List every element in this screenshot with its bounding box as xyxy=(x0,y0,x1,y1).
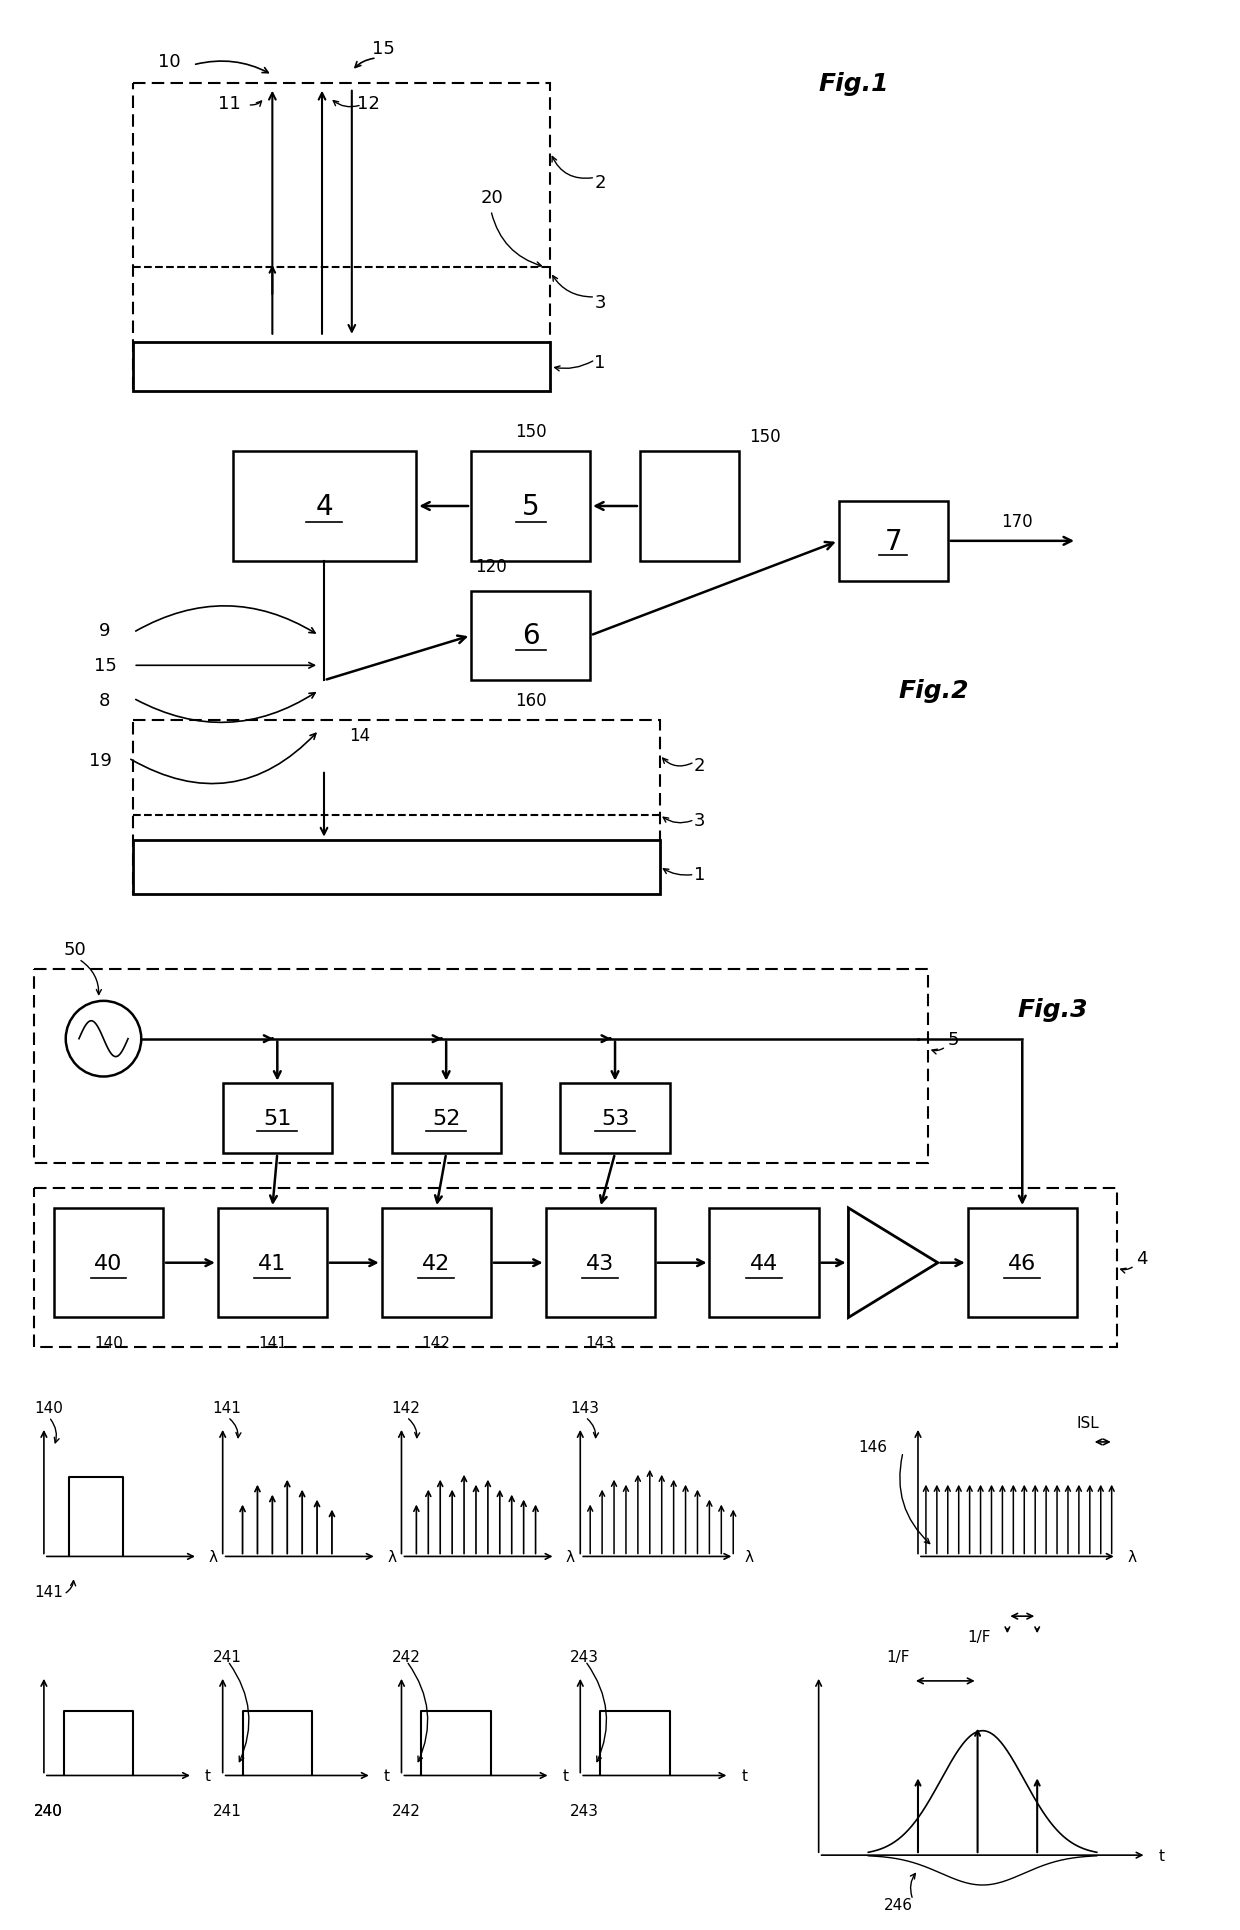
Text: 11: 11 xyxy=(218,95,241,112)
Text: λ: λ xyxy=(565,1550,575,1563)
Bar xyxy=(546,1208,655,1318)
Text: 140: 140 xyxy=(33,1399,63,1415)
Text: 14: 14 xyxy=(348,726,370,745)
Text: 150: 150 xyxy=(515,423,547,442)
Text: Fig.1: Fig.1 xyxy=(818,71,889,96)
Bar xyxy=(133,83,551,392)
Text: 40: 40 xyxy=(94,1253,123,1274)
Text: 120: 120 xyxy=(475,558,507,575)
Bar xyxy=(471,452,590,562)
Text: 1: 1 xyxy=(594,353,606,371)
Text: t: t xyxy=(205,1768,211,1783)
Bar xyxy=(967,1208,1076,1318)
Text: 4: 4 xyxy=(315,492,332,521)
Text: 9: 9 xyxy=(98,621,110,641)
Text: λ: λ xyxy=(745,1550,754,1563)
Text: t: t xyxy=(742,1768,748,1783)
Text: 10: 10 xyxy=(159,52,181,71)
Text: 19: 19 xyxy=(88,751,112,770)
Text: Fig.3: Fig.3 xyxy=(1017,998,1087,1021)
Text: 240: 240 xyxy=(33,1803,63,1818)
Text: 4: 4 xyxy=(1137,1249,1148,1268)
Text: 6: 6 xyxy=(522,621,539,650)
Text: 1/F: 1/F xyxy=(887,1648,910,1664)
Text: 15: 15 xyxy=(93,656,117,676)
Text: 142: 142 xyxy=(392,1399,420,1415)
Text: 52: 52 xyxy=(432,1108,460,1129)
Text: t: t xyxy=(1158,1847,1164,1862)
Bar xyxy=(223,1085,332,1154)
Text: t: t xyxy=(563,1768,568,1783)
Bar xyxy=(33,969,928,1164)
Text: 44: 44 xyxy=(750,1253,779,1274)
Text: 50: 50 xyxy=(63,940,87,959)
Bar xyxy=(838,502,947,581)
Text: 242: 242 xyxy=(392,1803,420,1818)
Text: 3: 3 xyxy=(693,811,706,830)
Text: 3: 3 xyxy=(594,293,606,313)
Text: 5: 5 xyxy=(522,492,539,521)
Text: 51: 51 xyxy=(263,1108,291,1129)
Text: ISL: ISL xyxy=(1076,1415,1100,1430)
Bar xyxy=(560,1085,670,1154)
Text: 15: 15 xyxy=(372,41,394,58)
Text: 12: 12 xyxy=(357,95,379,112)
Text: 2: 2 xyxy=(693,757,706,774)
Text: 143: 143 xyxy=(570,1399,599,1415)
Bar xyxy=(33,1189,1117,1347)
Text: 8: 8 xyxy=(98,691,110,710)
Text: λ: λ xyxy=(387,1550,396,1563)
Bar xyxy=(382,1208,491,1318)
Text: λ: λ xyxy=(1127,1550,1136,1563)
Text: 53: 53 xyxy=(601,1108,629,1129)
Text: 41: 41 xyxy=(258,1253,286,1274)
Text: 42: 42 xyxy=(422,1253,450,1274)
Bar xyxy=(392,1085,501,1154)
Text: 7: 7 xyxy=(884,527,901,556)
Text: 246: 246 xyxy=(884,1897,913,1913)
Text: 46: 46 xyxy=(1008,1253,1037,1274)
Text: 240: 240 xyxy=(33,1803,63,1818)
Bar xyxy=(709,1208,818,1318)
Text: 150: 150 xyxy=(749,428,781,446)
Text: 2: 2 xyxy=(594,174,606,193)
Bar xyxy=(471,591,590,681)
Text: 146: 146 xyxy=(858,1440,888,1455)
Text: 143: 143 xyxy=(585,1336,615,1351)
Text: 241: 241 xyxy=(213,1803,242,1818)
Text: 20: 20 xyxy=(481,189,503,207)
Bar xyxy=(218,1208,327,1318)
Text: 141: 141 xyxy=(213,1399,242,1415)
Text: 1/F: 1/F xyxy=(967,1629,991,1644)
Bar xyxy=(640,452,739,562)
Text: 43: 43 xyxy=(587,1253,614,1274)
Text: 243: 243 xyxy=(570,1648,599,1664)
Text: t: t xyxy=(383,1768,389,1783)
Text: 141: 141 xyxy=(258,1336,286,1351)
Text: 142: 142 xyxy=(422,1336,450,1351)
Bar xyxy=(233,452,417,562)
Text: 170: 170 xyxy=(1002,513,1033,531)
Bar xyxy=(133,840,660,896)
Text: 241: 241 xyxy=(213,1648,242,1664)
Text: 243: 243 xyxy=(570,1803,599,1818)
Text: 1: 1 xyxy=(693,867,706,884)
Text: Fig.2: Fig.2 xyxy=(898,679,968,703)
Text: 160: 160 xyxy=(515,691,547,710)
Text: 242: 242 xyxy=(392,1648,420,1664)
Text: 141: 141 xyxy=(33,1585,63,1598)
Bar xyxy=(133,342,551,392)
Bar xyxy=(133,720,660,896)
Text: 5: 5 xyxy=(947,1031,960,1048)
Bar xyxy=(53,1208,164,1318)
Text: 140: 140 xyxy=(94,1336,123,1351)
Text: λ: λ xyxy=(208,1550,217,1563)
